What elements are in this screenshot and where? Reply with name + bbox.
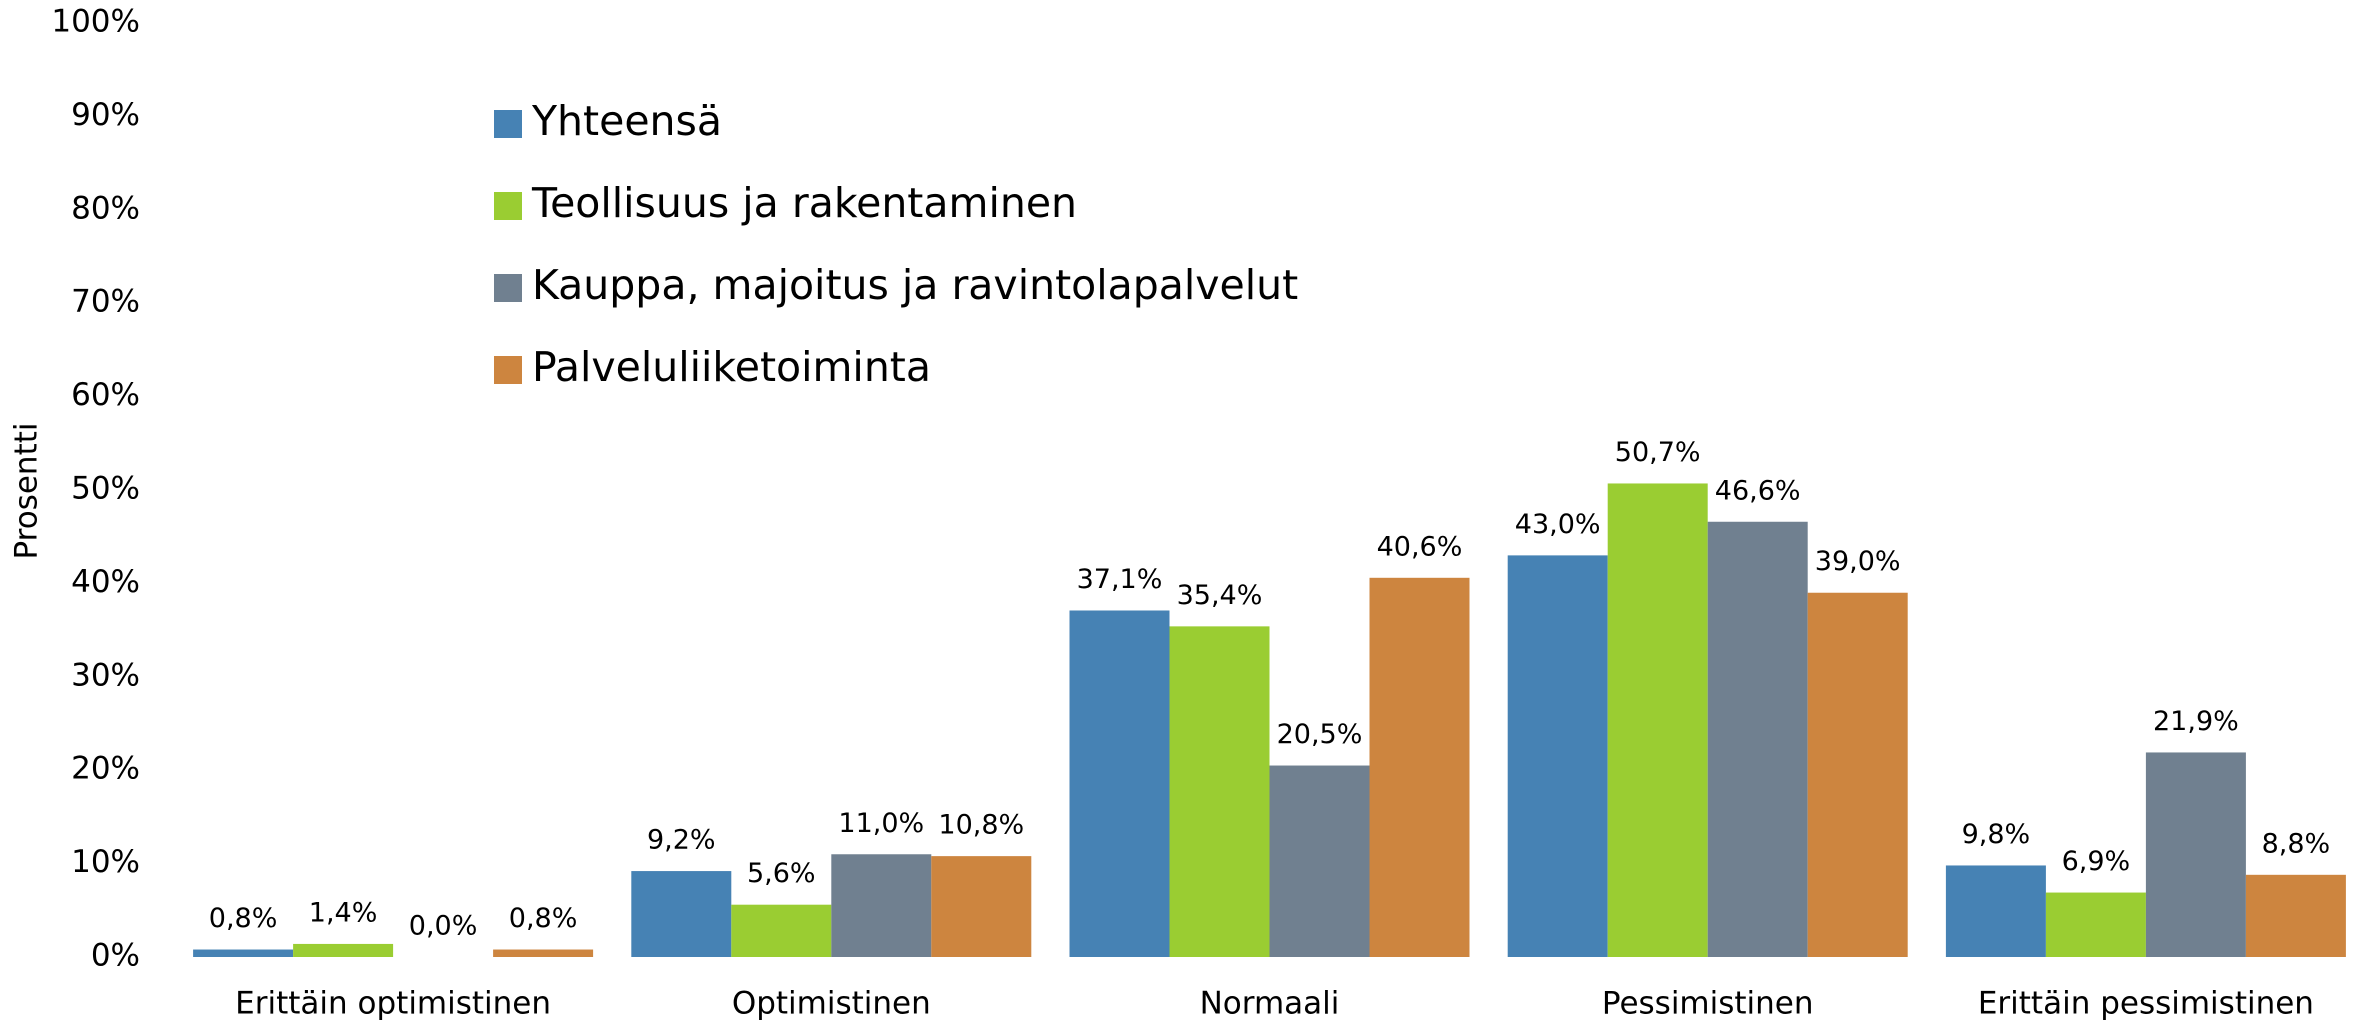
- legend-swatch: [494, 356, 522, 384]
- y-tick-label: 60%: [71, 377, 140, 413]
- value-label: 9,8%: [1962, 819, 2031, 850]
- bar: [493, 949, 594, 957]
- bar: [1707, 521, 1808, 957]
- x-tick-label: Erittäin optimistinen: [235, 986, 551, 1022]
- y-tick-label: 40%: [71, 564, 140, 600]
- y-tick-label: 0%: [91, 938, 140, 974]
- value-label: 8,8%: [2262, 828, 2331, 859]
- y-axis-label: Prosentti: [9, 423, 45, 560]
- value-label: 43,0%: [1515, 509, 1601, 540]
- x-tick-label: Optimistinen: [732, 986, 931, 1022]
- value-label: 40,6%: [1377, 531, 1463, 562]
- bar: [2045, 892, 2146, 957]
- value-label: 50,7%: [1615, 437, 1701, 468]
- legend-label: Palveluliiketoiminta: [532, 343, 931, 391]
- bar: [2245, 874, 2346, 957]
- x-tick-label: Normaali: [1200, 986, 1340, 1022]
- x-tick-label: Erittäin pessimistinen: [1978, 986, 2314, 1022]
- value-label: 0,8%: [509, 903, 578, 934]
- bar: [631, 871, 732, 957]
- bar: [1269, 765, 1370, 957]
- value-label: 46,6%: [1715, 475, 1801, 506]
- y-tick-label: 80%: [71, 190, 140, 226]
- value-label: 20,5%: [1277, 719, 1363, 750]
- value-label: 5,6%: [747, 858, 816, 889]
- y-tick-label: 50%: [71, 471, 140, 507]
- bar: [293, 943, 394, 957]
- y-tick-label: 100%: [51, 4, 140, 40]
- value-label: 11,0%: [838, 808, 924, 839]
- y-tick-label: 30%: [71, 657, 140, 693]
- value-label: 6,9%: [2062, 846, 2131, 877]
- bar: [731, 904, 832, 957]
- bar: [1607, 483, 1708, 957]
- value-label: 9,2%: [647, 825, 716, 856]
- bar: [1945, 865, 2046, 957]
- bar: [193, 949, 294, 957]
- value-label: 37,1%: [1077, 564, 1163, 595]
- bar: [1169, 626, 1270, 957]
- legend-label: Yhteensä: [531, 97, 722, 145]
- x-tick-label: Pessimistinen: [1602, 986, 1814, 1022]
- y-tick-label: 20%: [71, 751, 140, 787]
- bar: [1369, 577, 1470, 957]
- legend-swatch: [494, 110, 522, 138]
- value-label: 21,9%: [2153, 706, 2239, 737]
- y-tick-label: 90%: [71, 97, 140, 133]
- bar: [2145, 752, 2246, 957]
- value-label: 35,4%: [1177, 580, 1263, 611]
- y-tick-label: 10%: [71, 844, 140, 880]
- legend-swatch: [494, 274, 522, 302]
- bar: [1507, 555, 1608, 957]
- legend-swatch: [494, 192, 522, 220]
- value-label: 10,8%: [938, 810, 1024, 841]
- bar: [831, 854, 932, 957]
- y-tick-label: 70%: [71, 284, 140, 320]
- value-label: 39,0%: [1815, 546, 1901, 577]
- legend-label: Kauppa, majoitus ja ravintolapalvelut: [532, 261, 1298, 309]
- value-label: 1,4%: [309, 897, 378, 928]
- value-label: 0,0%: [409, 911, 478, 942]
- bar: [931, 856, 1032, 957]
- value-label: 0,8%: [209, 903, 278, 934]
- bar: [1807, 592, 1908, 957]
- bar: [1069, 610, 1170, 957]
- legend-label: Teollisuus ja rakentaminen: [531, 179, 1077, 227]
